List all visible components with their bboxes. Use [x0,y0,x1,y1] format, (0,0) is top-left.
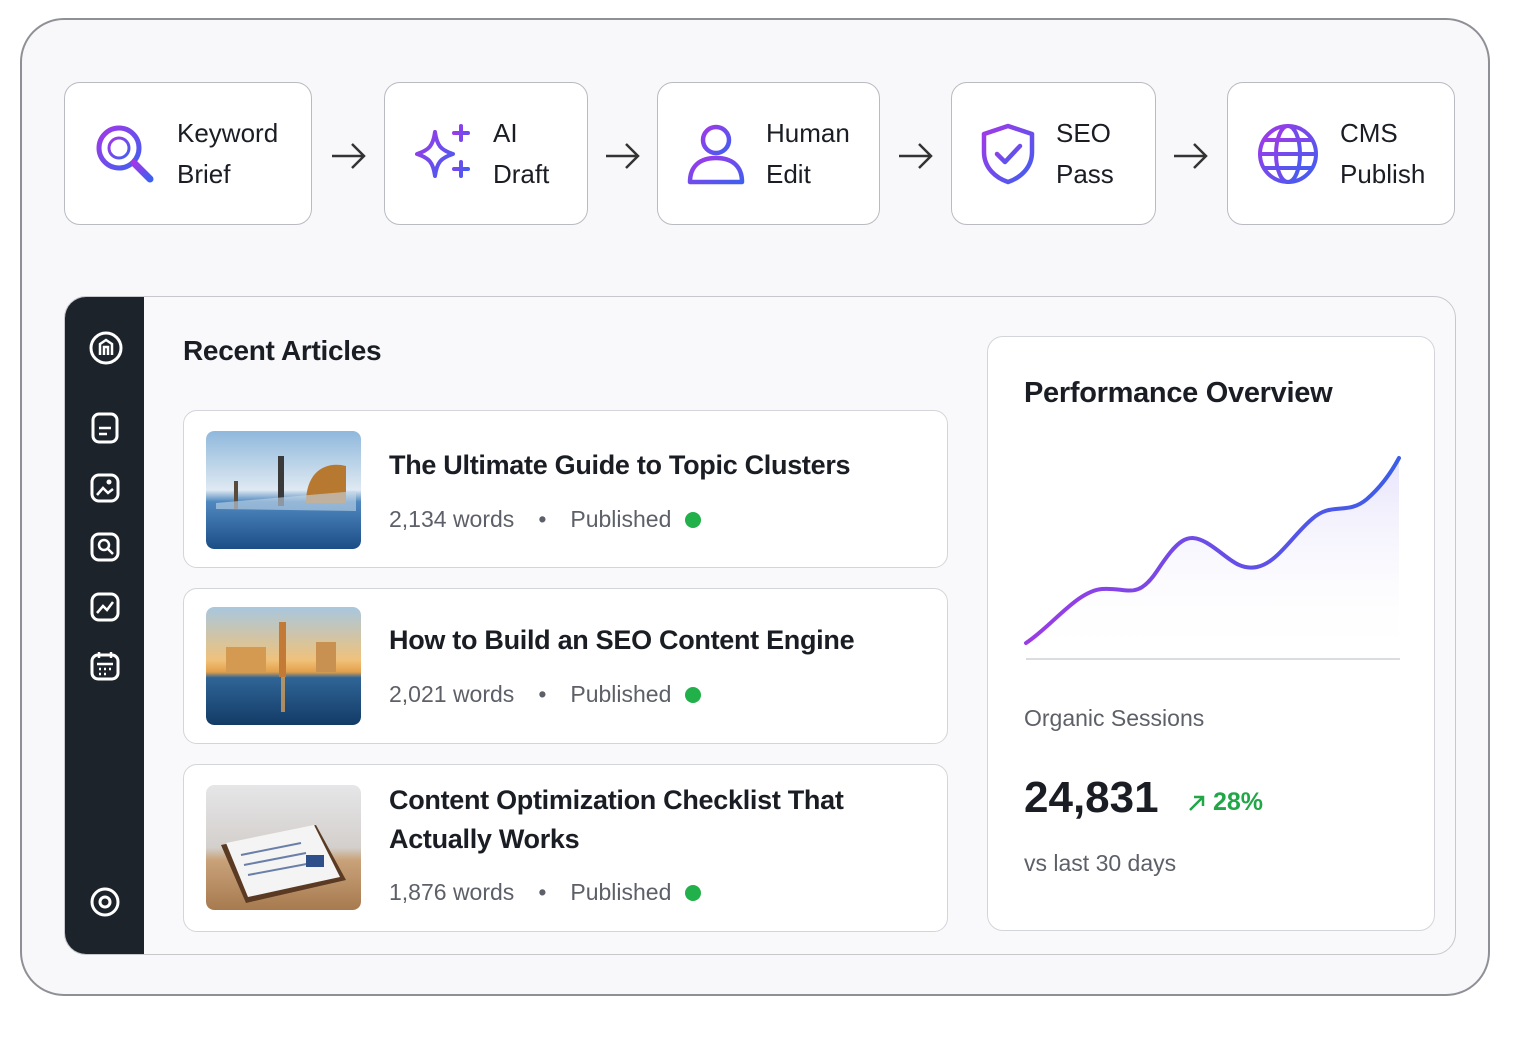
status-dot [685,511,702,528]
article-card[interactable]: The Ultimate Guide to Topic Clusters 2,1… [183,410,948,568]
step-card: SEO Pass [951,82,1156,225]
word-count: 2,021 words [389,681,515,707]
article-title: How to Build an SEO Content Engine [389,625,855,655]
dashboard: Recent Articles The Ultimate Guide to To… [64,296,1456,955]
metric-label: Organic Sessions [1024,705,1205,731]
home-icon[interactable] [89,331,123,365]
article-image [206,785,361,910]
step-label: AI Draft [493,117,550,189]
status-dot [685,884,702,901]
search-icon [96,125,154,182]
sparkle-icon [415,123,470,178]
article-card[interactable]: Content Optimization Checklist That Actu… [183,764,948,932]
user-icon [687,124,745,184]
arrow [332,143,366,169]
shield-icon [981,123,1035,184]
arrow [1174,143,1208,169]
step-card: Human Edit [657,82,880,225]
article-title: The Ultimate Guide to Topic Clusters [389,450,851,480]
step-card: Keyword Brief [64,82,312,225]
status: Published [570,506,672,532]
separator: • [538,879,547,905]
article-card[interactable]: How to Build an SEO Content Engine 2,021… [183,588,948,744]
article-title: Content Optimization Checklist That Actu… [389,785,844,854]
settings-icon[interactable] [89,886,121,918]
card-title: Performance Overview [1024,377,1333,409]
article-meta: 2,021 words • Published [389,681,702,708]
metric-value: 24,831 [1024,773,1159,822]
article-meta: 1,876 words • Published [389,879,702,906]
step-card: AI Draft [384,82,588,225]
up-arrow [1189,795,1205,811]
step-label: CMS Publish [1340,117,1426,189]
status: Published [570,879,672,905]
sidebar [65,297,144,954]
trend-chart [1024,456,1401,660]
separator: • [538,506,547,532]
step-label: Keyword Brief [177,117,279,189]
document-icon[interactable] [89,411,121,445]
performance-card: Performance Overview Organic Sessions 24… [987,336,1435,931]
arrow [899,143,933,169]
word-count: 1,876 words [389,879,515,905]
step-label: Human Edit [766,117,850,189]
article-image [206,607,361,725]
analytics-icon[interactable] [89,591,121,623]
article-meta: 2,134 words • Published [389,506,702,533]
status: Published [570,681,672,707]
section-heading: Recent Articles [183,335,382,366]
search-doc-icon[interactable] [89,531,121,563]
change-value: 28% [1213,788,1264,816]
metric-change: 28% [1186,788,1263,817]
calendar-icon[interactable] [89,650,121,682]
arrow [606,143,640,169]
separator: • [538,681,547,707]
image-icon[interactable] [89,472,121,504]
status-dot [685,686,702,703]
word-count: 2,134 words [389,506,515,532]
step-label: SEO Pass [1056,117,1114,189]
globe-icon [1258,123,1318,184]
comparison: vs last 30 days [1024,850,1177,876]
article-image [206,431,361,549]
step-card: CMS Publish [1227,82,1455,225]
